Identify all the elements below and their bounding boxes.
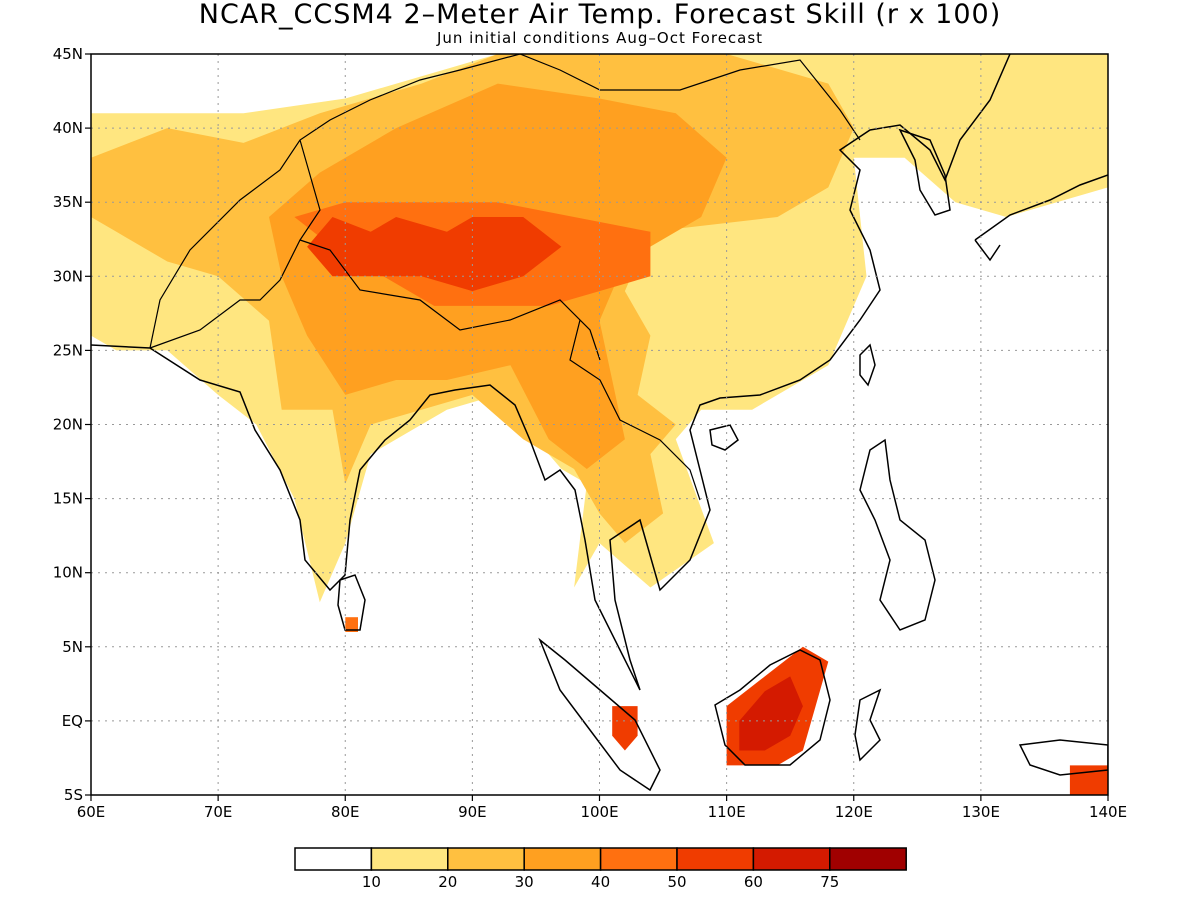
y-tick-label: 30N xyxy=(53,267,83,285)
colorbar-swatch-2 xyxy=(447,847,525,871)
colorbar-swatch-0 xyxy=(294,847,373,871)
colorbar-swatch-7 xyxy=(829,847,907,871)
x-tick-label: 70E xyxy=(204,803,233,821)
y-tick-label: 5N xyxy=(62,638,83,656)
colorbar-label: 60 xyxy=(744,873,763,891)
coastlines xyxy=(91,54,1108,792)
borneo-coastline xyxy=(714,649,831,766)
country-borders xyxy=(149,54,861,501)
x-tick-label: 120E xyxy=(835,803,873,821)
y-tick-label: 45N xyxy=(53,45,83,63)
colorbar-swatch-1 xyxy=(370,847,449,871)
y-tick-label: EQ xyxy=(62,712,83,730)
map-subtitle: Jun initial conditions Aug–Oct Forecast xyxy=(436,29,764,47)
skill-region-9 xyxy=(345,617,358,632)
colorbar-label: 75 xyxy=(820,873,839,891)
x-tick-label: 100E xyxy=(580,803,618,821)
skill-region-8 xyxy=(1069,765,1108,795)
colorbar-label: 30 xyxy=(515,873,534,891)
y-tick-label: 20N xyxy=(53,416,83,434)
y-tick-label: 35N xyxy=(53,193,83,211)
sulawesi-coastline xyxy=(854,688,882,762)
x-tick-label: 90E xyxy=(458,803,487,821)
sumatra-coastline xyxy=(538,637,661,792)
x-tick-label: 60E xyxy=(77,803,106,821)
x-tick-label: 140E xyxy=(1089,803,1127,821)
new-guinea-coastline xyxy=(1018,739,1108,776)
korea-coastline xyxy=(898,128,951,216)
colorbar-label: 10 xyxy=(362,873,381,891)
colorbar-label: 50 xyxy=(667,873,686,891)
colorbar-label: 20 xyxy=(438,873,457,891)
colorbar-swatch-5 xyxy=(676,847,755,871)
map-title: NCAR_CCSM4 2–Meter Air Temp. Forecast Sk… xyxy=(198,0,1002,30)
y-tick-label: 5S xyxy=(64,786,83,804)
graticule xyxy=(91,54,1108,795)
x-tick-label: 110E xyxy=(708,803,746,821)
skill-region-7 xyxy=(612,706,638,751)
y-tick-label: 15N xyxy=(53,490,83,508)
colorbar-swatch-4 xyxy=(599,847,678,871)
sri-lanka-coastline xyxy=(337,574,366,631)
colorbar-swatch-3 xyxy=(523,847,602,871)
japan-coastline xyxy=(974,174,1108,262)
axes: 60E 70E 80E 90E 100E 110E 120E 130E 140E 45N 40N 35… xyxy=(53,45,1127,821)
y-tick-label: 10N xyxy=(53,564,83,582)
x-tick-label: 130E xyxy=(962,803,1000,821)
colorbar-swatch-6 xyxy=(752,847,831,871)
y-tick-label: 25N xyxy=(53,341,83,359)
philippines-coastline xyxy=(859,438,936,631)
colorbar: 10 20 30 40 50 60 75 xyxy=(294,847,907,891)
taiwan-coastline xyxy=(859,343,876,387)
colorbar-label: 40 xyxy=(591,873,610,891)
skill-region-4 xyxy=(307,217,562,292)
skill-region-6 xyxy=(739,676,803,751)
skill-shading xyxy=(91,54,1108,795)
x-tick-label: 80E xyxy=(331,803,360,821)
y-tick-label: 40N xyxy=(53,119,83,137)
hainan-coastline xyxy=(709,424,739,451)
